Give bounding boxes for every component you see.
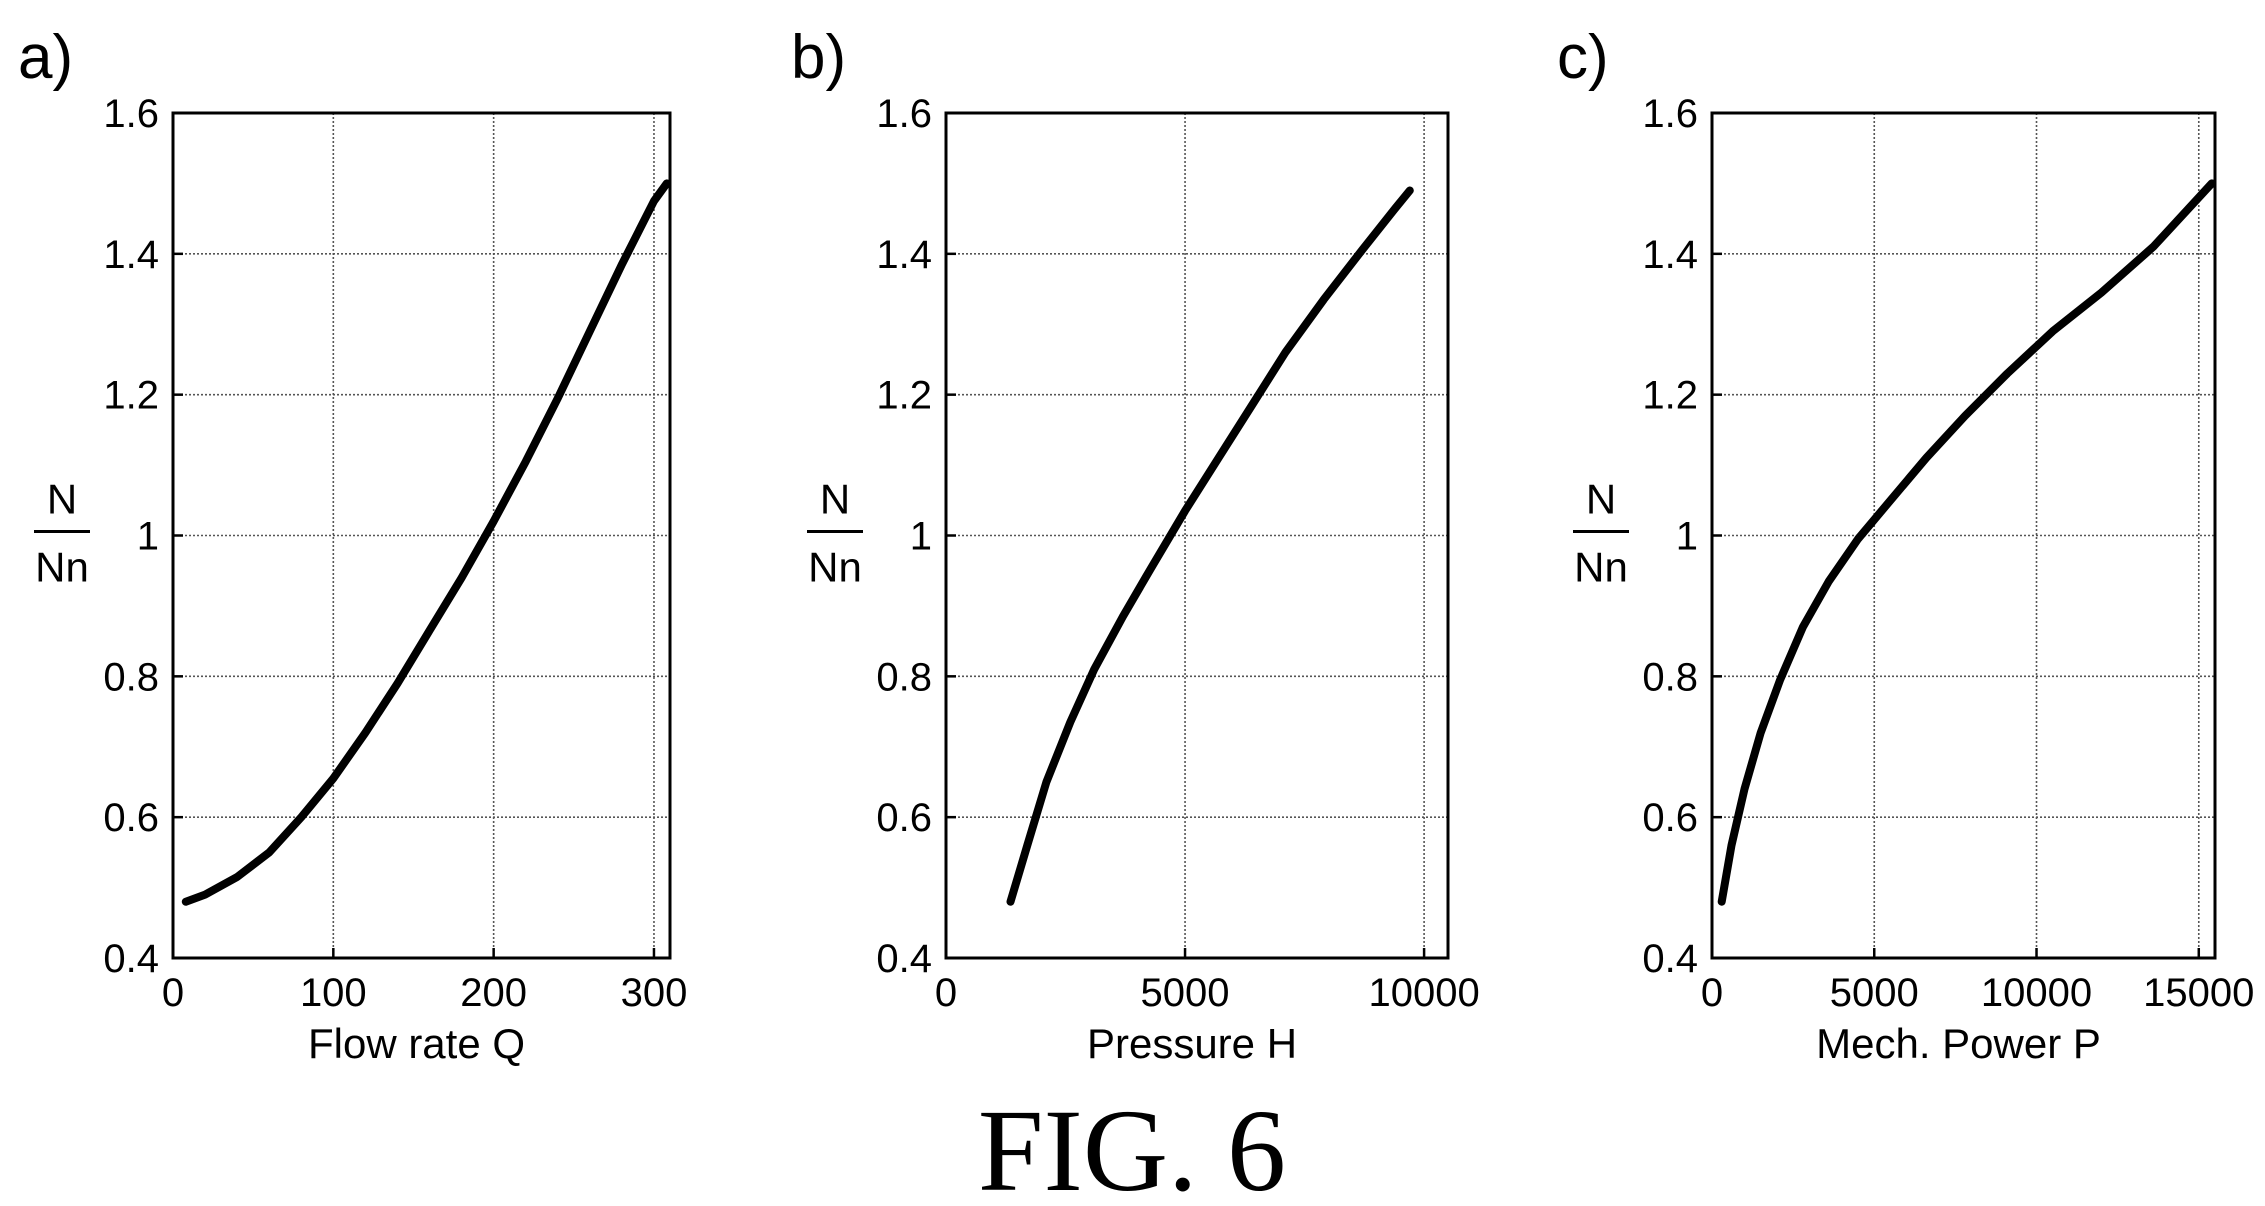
chart-panel-a: 0 100 200 300 0.4 0.6 0.8 1 1.2 1.4 1.6 Flow rate Q… [18,23,687,1067]
x-tick-label: 5000 [1830,971,1919,1015]
y-tick-label: 1.6 [103,92,159,136]
y-tick-label: 1.2 [1642,374,1698,418]
y-tick-label: 1 [137,515,159,559]
y-tick-label: 0.6 [876,796,932,840]
x-tick-label: 0 [1701,971,1723,1015]
y-tick-label: 0.4 [103,937,159,981]
x-axis-label: Flow rate Q [308,1020,525,1067]
y-tick-label: 0.8 [103,655,159,699]
plot-frame [1710,111,2217,960]
x-tick-label: 5000 [1141,971,1230,1015]
panel-label: b) [791,23,846,92]
y-axis-label-denominator: Nn [35,544,89,591]
x-tick-label: 0 [162,971,184,1015]
x-tick-label: 10000 [1368,971,1479,1015]
y-axis-label-denominator: Nn [808,544,862,591]
chart-panel-c: 0 5000 10000 15000 0.4 0.6 0.8 1 1.2 1.4 1.6 Mech. … [1557,23,2254,1067]
y-tick-label: 0.4 [1642,937,1698,981]
x-tick-label: 200 [460,971,527,1015]
panel-label: c) [1557,23,1609,92]
x-tick-label: 100 [300,971,367,1015]
y-tick-label: 0.6 [1642,796,1698,840]
y-tick-label: 1.4 [1642,233,1698,277]
y-tick-label: 1 [910,515,932,559]
series-line [181,179,671,906]
y-tick-label: 0.6 [103,796,159,840]
series-line [1006,186,1414,906]
x-tick-label: 300 [621,971,688,1015]
y-tick-label: 0.8 [876,655,932,699]
y-tick-label: 1.6 [1642,92,1698,136]
y-tick-label: 1.2 [103,374,159,418]
y-tick-label: 0.4 [876,937,932,981]
figure-caption: FIG. 6 [978,1085,1286,1206]
y-axis-label-denominator: Nn [1574,544,1628,591]
x-tick-label: 15000 [2143,971,2254,1015]
y-tick-label: 1.4 [103,233,159,277]
y-axis-label-numerator: N [47,476,77,523]
x-tick-label: 10000 [1981,971,2092,1015]
y-axis-label-numerator: N [820,476,850,523]
y-tick-label: 1 [1676,515,1698,559]
y-tick-label: 1.4 [876,233,932,277]
y-tick-label: 1.6 [876,92,932,136]
y-tick-label: 0.8 [1642,655,1698,699]
x-tick-label: 0 [935,971,957,1015]
chart-panel-b: 0 5000 10000 0.4 0.6 0.8 1 1.2 1.4 1.6 Pressure H N… [791,23,1480,1067]
x-axis-label: Pressure H [1087,1020,1297,1067]
x-axis-label: Mech. Power P [1816,1020,2101,1067]
y-tick-label: 1.2 [876,374,932,418]
y-axis-label-numerator: N [1586,476,1616,523]
panel-label: a) [18,23,73,92]
series-line [1717,179,2216,906]
